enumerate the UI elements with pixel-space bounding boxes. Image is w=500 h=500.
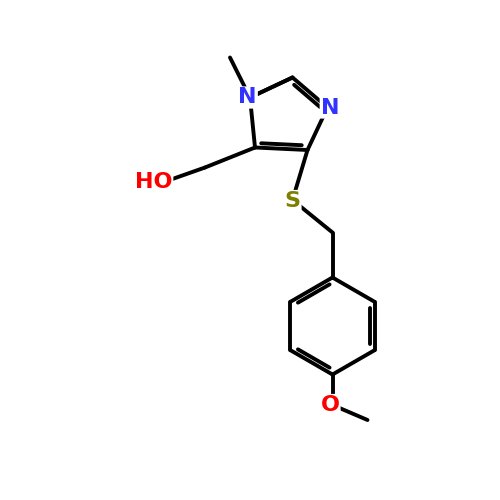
Text: N: N — [238, 88, 257, 108]
Text: N: N — [321, 98, 339, 117]
Text: HO: HO — [135, 172, 172, 193]
Text: O: O — [320, 395, 340, 415]
Text: S: S — [284, 191, 300, 211]
